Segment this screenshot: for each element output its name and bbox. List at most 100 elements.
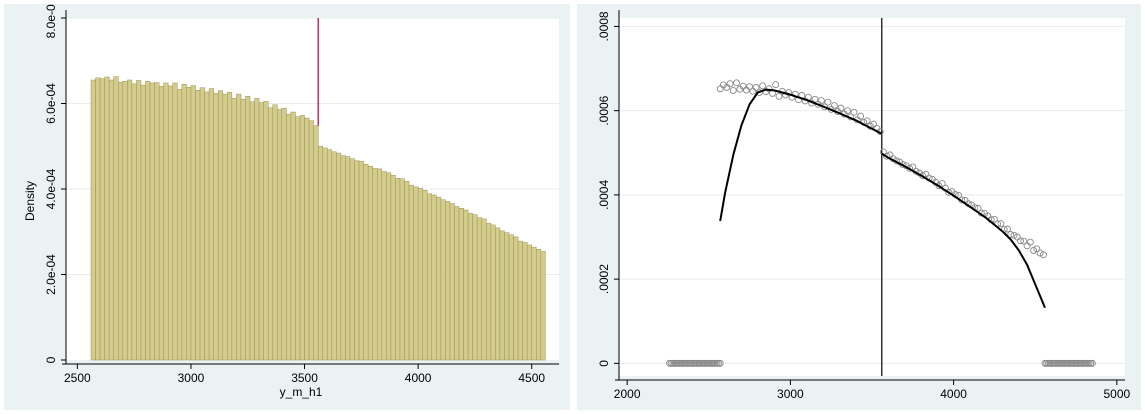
y-tick-label: 4.0e-04 — [44, 168, 58, 209]
histogram-bar — [172, 82, 178, 361]
y-tick-label: .0002 — [597, 264, 611, 294]
histogram-bar — [495, 227, 501, 361]
scatter-point — [752, 84, 760, 91]
histogram-bar — [267, 107, 273, 361]
fit-line-right — [881, 152, 1046, 309]
fit-line-left — [719, 88, 883, 222]
scatter-point — [1026, 238, 1034, 246]
histogram-bar — [231, 98, 237, 361]
x-tick-label: 2500 — [64, 371, 91, 385]
histogram-bar — [149, 82, 155, 361]
histogram-bar — [481, 218, 487, 361]
histogram-bar — [449, 203, 455, 361]
histogram-bar — [358, 160, 364, 361]
histogram-bar — [327, 149, 333, 361]
histogram-bar — [431, 194, 437, 361]
histogram-bar — [313, 125, 319, 361]
histogram-bar — [240, 98, 246, 361]
histogram-bar — [540, 251, 546, 361]
histogram-bar — [395, 178, 401, 361]
x-tick-label: 2000 — [614, 387, 641, 401]
histogram-bar — [499, 230, 505, 361]
y-tick-label: .0004 — [597, 180, 611, 210]
histogram-bar — [286, 113, 292, 361]
histogram-bar — [163, 82, 169, 361]
histogram-bar — [508, 234, 514, 361]
y-tick-label: 0 — [44, 356, 58, 363]
histogram-bar — [372, 168, 378, 361]
histogram-bar — [217, 90, 224, 361]
x-tick-label: 3500 — [291, 371, 318, 385]
scatter-point — [1010, 231, 1018, 239]
histogram-bar — [426, 193, 433, 361]
histogram-bar — [190, 85, 196, 361]
histogram-bar — [90, 79, 96, 361]
scatter-point — [1036, 249, 1044, 257]
scatter-point — [850, 108, 858, 116]
histogram-bar — [381, 171, 387, 361]
scatter-point — [938, 180, 946, 187]
histogram-bar — [199, 87, 205, 361]
x-tick-label: 4000 — [405, 371, 432, 385]
scatter-point — [772, 81, 780, 88]
histogram-bar — [322, 147, 328, 361]
histogram-bar — [399, 178, 405, 361]
histogram-bar — [131, 83, 137, 361]
y-tick-label: 8.0e-04 — [44, 4, 58, 38]
histogram-bar — [204, 91, 210, 361]
histogram-bar — [222, 93, 228, 361]
histogram-bar — [136, 80, 142, 361]
histogram-bar — [522, 242, 528, 361]
scatter-point — [857, 112, 865, 120]
histogram-bar — [531, 246, 537, 361]
histogram-bar — [331, 151, 337, 361]
histogram-bar — [95, 77, 101, 361]
histogram-bar — [354, 160, 360, 361]
x-tick-label: 5000 — [1103, 387, 1130, 401]
y-tick-label: .0006 — [597, 95, 611, 125]
x-tick-label: 4500 — [518, 371, 545, 385]
histogram-bar — [536, 249, 542, 361]
histogram-bar — [258, 102, 264, 361]
scatter-point — [870, 120, 878, 128]
x-tick-label: 3000 — [777, 387, 804, 401]
histogram-bar — [340, 155, 346, 361]
y-tick-label: .0008 — [597, 11, 611, 41]
scatter-point — [1017, 237, 1024, 245]
histogram-bar — [390, 175, 396, 361]
y-axis-title: Density — [23, 181, 37, 221]
histogram-bar — [177, 89, 183, 361]
scatter-point — [759, 82, 767, 90]
histogram-bar — [526, 244, 532, 361]
scatter-point — [1004, 225, 1011, 233]
histogram-bar — [386, 172, 392, 361]
scatter-point — [990, 215, 998, 223]
scatter-point — [1030, 247, 1038, 254]
density-scatter-fit-chart: 0 .0002 .0004 .0006 .0008 2000 3000 4000 5000 — [597, 10, 1131, 401]
density-histogram-chart: 0 2.0e-04 4.0e-04 6.0e-04 8.0e-04 2500 3000 350… — [23, 4, 559, 399]
histogram-bar — [295, 116, 301, 361]
histogram-bar — [263, 101, 269, 361]
scatter-point — [1020, 237, 1028, 245]
histogram-bar — [99, 78, 105, 361]
histogram-bar — [413, 186, 419, 361]
histogram-bar — [367, 166, 373, 361]
histogram-bar — [445, 201, 451, 361]
scatter-fit-panel: 0 .0002 .0004 .0006 .0008 2000 3000 4000 5000 — [577, 4, 1141, 410]
y-tick-label: 2.0e-04 — [44, 254, 58, 295]
scatter-point — [746, 83, 754, 91]
scatter-point — [863, 117, 871, 125]
histogram-bar — [454, 206, 460, 361]
histogram-bar — [208, 88, 214, 361]
histogram-bar — [277, 109, 283, 361]
histogram-bar — [376, 168, 383, 361]
histogram-bar — [213, 92, 219, 361]
histogram-bar — [476, 217, 483, 361]
histogram-bar — [236, 93, 242, 361]
histogram-bar — [517, 240, 523, 361]
scatter-point — [824, 98, 832, 106]
histogram-bar — [113, 76, 119, 361]
x-axis-title: y_m_h1 — [280, 385, 323, 399]
histogram-bar — [467, 213, 473, 361]
histogram-bar — [472, 214, 478, 361]
